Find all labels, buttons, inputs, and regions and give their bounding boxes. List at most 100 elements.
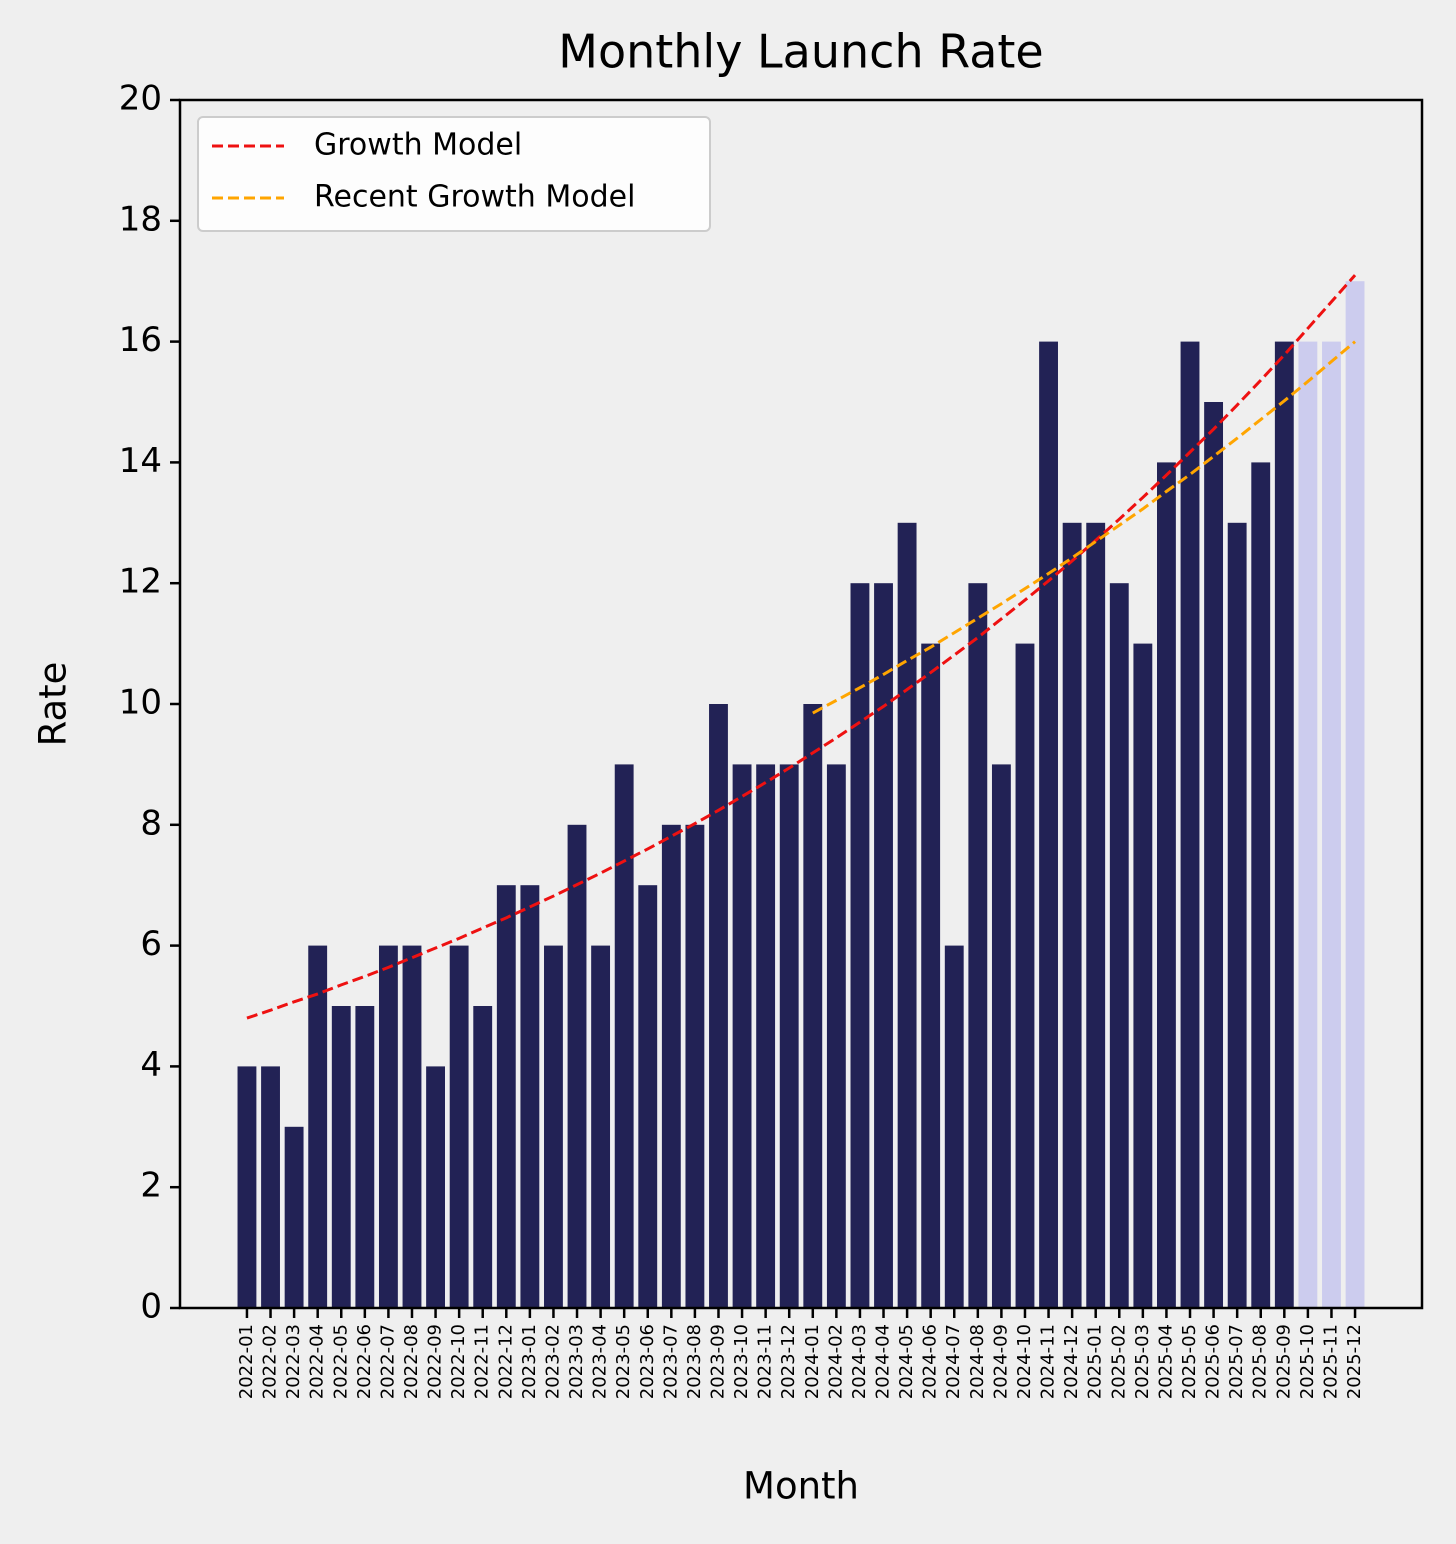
x-tick-label: 2024-06 <box>920 1324 941 1399</box>
bar <box>567 824 587 1308</box>
x-tick-label: 2023-02 <box>542 1324 563 1399</box>
x-tick-label: 2024-12 <box>1061 1324 1082 1399</box>
bar <box>850 583 870 1308</box>
bar <box>779 764 799 1308</box>
bar <box>591 945 611 1308</box>
bar <box>355 1006 375 1308</box>
bar <box>1086 522 1106 1308</box>
x-tick-label: 2024-03 <box>849 1324 870 1399</box>
bar <box>756 764 776 1308</box>
x-tick-label: 2023-03 <box>566 1324 587 1399</box>
x-tick-label: 2024-04 <box>873 1324 894 1399</box>
bar <box>1298 341 1318 1309</box>
x-axis-label: Month <box>743 1465 859 1508</box>
y-tick-label: 10 <box>119 683 162 723</box>
x-tick-label: 2024-11 <box>1038 1324 1059 1399</box>
bar <box>1322 341 1341 1309</box>
trend-line <box>246 274 1357 1020</box>
bar <box>544 945 563 1308</box>
x-tick-label: 2023-08 <box>684 1324 705 1399</box>
x-tick-label: 2024-05 <box>896 1324 917 1399</box>
x-tick-label: 2023-11 <box>755 1324 776 1399</box>
x-tick-label: 2023-09 <box>707 1324 728 1399</box>
x-tick-label: 2022-12 <box>495 1324 516 1399</box>
bar <box>473 1006 493 1308</box>
x-tick-label: 2024-02 <box>825 1324 846 1399</box>
x-tick-label: 2023-10 <box>731 1324 752 1399</box>
x-tick-label: 2025-01 <box>1085 1324 1106 1399</box>
bar <box>1227 522 1247 1308</box>
x-tick-label: 2025-07 <box>1226 1324 1247 1399</box>
x-tick-label: 2025-09 <box>1273 1324 1294 1399</box>
bar <box>331 1006 351 1308</box>
x-tick-label: 2022-01 <box>236 1324 257 1399</box>
bar <box>991 764 1011 1308</box>
bar <box>685 824 705 1308</box>
x-tick-label: 2022-08 <box>401 1324 422 1399</box>
legend-label: Growth Model <box>314 128 522 163</box>
bar <box>1133 643 1153 1308</box>
x-tick-label: 2022-06 <box>354 1324 375 1399</box>
y-axis-label: Rate <box>32 662 75 747</box>
bar <box>921 643 941 1308</box>
bar <box>1274 341 1294 1309</box>
bar <box>732 764 752 1308</box>
bar <box>968 583 988 1308</box>
x-tick-label: 2024-10 <box>1014 1324 1035 1399</box>
bar <box>874 583 893 1308</box>
x-tick-label: 2022-10 <box>448 1324 469 1399</box>
bar <box>1204 402 1224 1308</box>
bar <box>709 704 728 1308</box>
x-tick-label: 2025-04 <box>1155 1324 1176 1399</box>
bar <box>1015 643 1035 1308</box>
x-tick-label: 2023-04 <box>590 1324 611 1399</box>
bar <box>1109 583 1129 1308</box>
y-tick-label: 6 <box>140 924 162 964</box>
x-tick-label: 2025-03 <box>1132 1324 1153 1399</box>
legend: Growth Model Recent Growth Model <box>197 116 711 232</box>
bar <box>237 1066 257 1308</box>
bar <box>944 945 964 1308</box>
x-tick-label: 2022-07 <box>377 1324 398 1399</box>
y-tick-label: 14 <box>119 441 162 481</box>
bar <box>378 945 398 1308</box>
bar <box>1180 341 1200 1309</box>
bar <box>1062 522 1082 1308</box>
x-tick-label: 2022-05 <box>330 1324 351 1399</box>
bar <box>496 885 516 1308</box>
trend-line <box>812 340 1357 715</box>
legend-label: Recent Growth Model <box>314 180 635 215</box>
bar <box>826 764 846 1308</box>
bar <box>308 945 328 1308</box>
bar <box>897 522 917 1308</box>
x-tick-label: 2025-10 <box>1297 1324 1318 1399</box>
x-tick-label: 2022-03 <box>283 1324 304 1399</box>
bar <box>520 885 540 1308</box>
y-tick-label: 2 <box>140 1166 162 1206</box>
bar <box>426 1066 445 1308</box>
x-tick-label: 2025-12 <box>1344 1324 1365 1399</box>
x-tick-label: 2024-07 <box>943 1324 964 1399</box>
x-tick-label: 2022-02 <box>260 1324 281 1399</box>
bar <box>1039 341 1058 1309</box>
x-tick-label: 2025-05 <box>1179 1324 1200 1399</box>
bar <box>449 945 469 1308</box>
bar <box>284 1126 304 1308</box>
bar <box>803 704 823 1308</box>
bar <box>261 1066 280 1308</box>
x-tick-label: 2023-12 <box>778 1324 799 1399</box>
y-tick-label: 0 <box>140 1287 162 1327</box>
bar <box>661 824 681 1308</box>
x-tick-label: 2025-02 <box>1108 1324 1129 1399</box>
chart-title: Monthly Launch Rate <box>558 25 1043 79</box>
y-tick-label: 20 <box>119 79 162 119</box>
bar <box>402 945 422 1308</box>
bar <box>614 764 634 1308</box>
x-tick-label: 2022-11 <box>472 1324 493 1399</box>
legend-box <box>197 116 711 232</box>
y-tick-label: 4 <box>140 1045 162 1085</box>
bar <box>1157 462 1176 1308</box>
x-tick-label: 2023-05 <box>613 1324 634 1399</box>
x-tick-label: 2023-01 <box>519 1324 540 1399</box>
